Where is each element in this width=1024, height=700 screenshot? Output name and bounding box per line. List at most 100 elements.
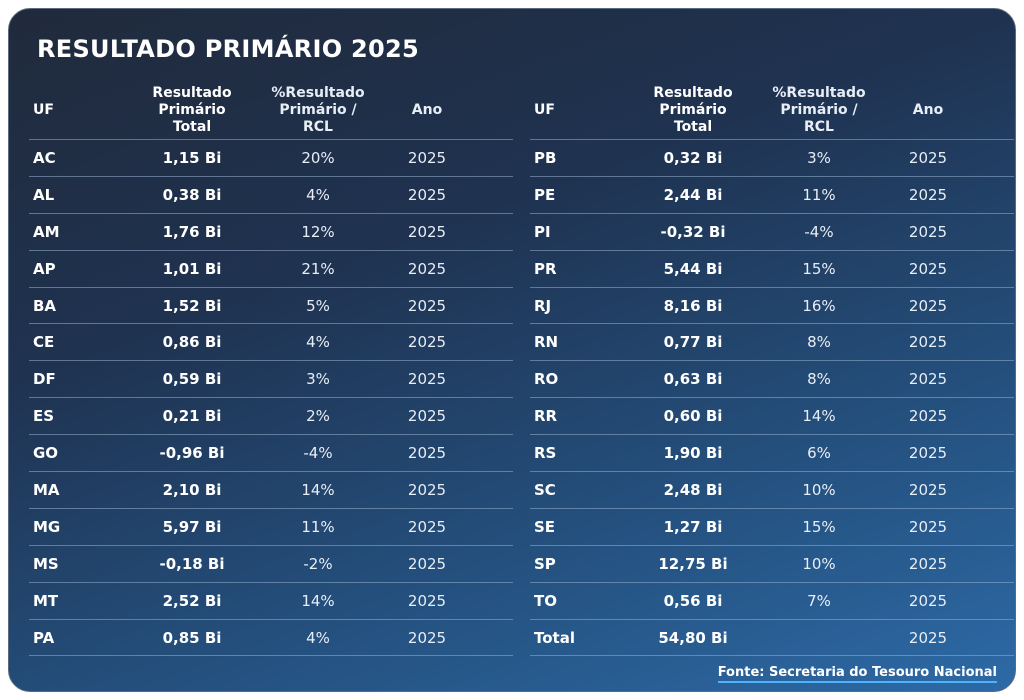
table-row: AL 0,38 Bi 4% 2025	[29, 177, 513, 214]
cell-pct: 20%	[301, 148, 335, 167]
cell-uf: MG	[33, 517, 61, 536]
cell-ano: 2025	[908, 333, 948, 352]
cell-resultado: 0,21 Bi	[162, 407, 222, 426]
header-pct-line3: RCL	[804, 118, 834, 135]
cell-resultado: 2,10 Bi	[162, 480, 222, 499]
cell-resultado: 5,44 Bi	[663, 259, 723, 278]
cell-uf: Total	[534, 628, 575, 647]
cell-pct: -4%	[804, 222, 834, 241]
source-note: Fonte: Secretaria do Tesouro Nacional	[717, 665, 997, 683]
header-pct-line2: Primário /	[279, 101, 357, 118]
cell-pct: 11%	[802, 185, 836, 204]
cell-resultado: 1,15 Bi	[162, 148, 222, 167]
cell-uf: MA	[33, 480, 60, 499]
cell-pct: 4%	[306, 185, 330, 204]
header-resultado-line2: Primário	[158, 101, 226, 118]
cell-uf: MS	[33, 554, 59, 573]
results-card: RESULTADO PRIMÁRIO 2025 UF Resultado Pri…	[8, 8, 1016, 692]
table-row: BA 1,52 Bi 5% 2025	[29, 288, 513, 325]
cell-pct: 15%	[802, 259, 836, 278]
table-row: SP 12,75 Bi 10% 2025	[530, 546, 1014, 583]
table-body: AC 1,15 Bi 20% 2025 AL 0,38 Bi 4% 2025 AM 1,76 Bi…	[29, 140, 513, 657]
cell-resultado: 2,52 Bi	[162, 591, 222, 610]
cell-resultado: 8,16 Bi	[663, 296, 723, 315]
cell-ano: 2025	[407, 148, 447, 167]
cell-resultado: 54,80 Bi	[658, 628, 728, 647]
cell-pct: 10%	[802, 554, 836, 573]
table-row: GO -0,96 Bi -4% 2025	[29, 435, 513, 473]
cell-pct: 15%	[802, 517, 836, 536]
cell-ano: 2025	[407, 222, 447, 241]
cell-uf: PI	[534, 222, 551, 241]
cell-pct: 11%	[301, 517, 335, 536]
table-row: PB 0,32 Bi 3% 2025	[530, 140, 1014, 177]
cell-ano: 2025	[908, 591, 948, 610]
cell-uf: PE	[534, 185, 556, 204]
cell-uf: TO	[534, 591, 557, 610]
cell-resultado: -0,32 Bi	[660, 222, 726, 241]
header-pct-line2: Primário /	[780, 101, 858, 118]
page-title: RESULTADO PRIMÁRIO 2025	[37, 35, 420, 63]
cell-pct: 5%	[306, 296, 330, 315]
cell-ano: 2025	[407, 370, 447, 389]
cell-uf: AM	[33, 222, 60, 241]
cell-uf: RR	[534, 407, 558, 426]
cell-resultado: 1,27 Bi	[663, 517, 723, 536]
cell-resultado: 0,32 Bi	[663, 148, 723, 167]
cell-uf: SP	[534, 554, 556, 573]
cell-ano: 2025	[908, 628, 948, 647]
cell-ano: 2025	[908, 296, 948, 315]
table-row: ES 0,21 Bi 2% 2025	[29, 398, 513, 436]
table-row: RN 0,77 Bi 8% 2025	[530, 324, 1014, 362]
table-row: Total 54,80 Bi 2025	[530, 620, 1014, 657]
cell-pct: -2%	[303, 554, 333, 573]
header-resultado-line1: Resultado	[152, 84, 232, 101]
table-row: AM 1,76 Bi 12% 2025	[29, 214, 513, 251]
table-row: PI -0,32 Bi -4% 2025	[530, 214, 1014, 251]
table-row: DF 0,59 Bi 3% 2025	[29, 361, 513, 399]
cell-ano: 2025	[407, 407, 447, 426]
table-right: UF Resultado Primário Total %Resultado P…	[530, 81, 1014, 657]
cell-ano: 2025	[908, 185, 948, 204]
cell-ano: 2025	[407, 554, 447, 573]
cell-ano: 2025	[908, 480, 948, 499]
cell-resultado: 12,75 Bi	[658, 554, 728, 573]
table-header: UF Resultado Primário Total %Resultado P…	[29, 81, 513, 140]
cell-pct: 2%	[306, 407, 330, 426]
table-row: RJ 8,16 Bi 16% 2025	[530, 288, 1014, 325]
header-ano: Ano	[912, 101, 944, 118]
cell-pct: 8%	[807, 370, 831, 389]
cell-ano: 2025	[407, 185, 447, 204]
cell-uf: SE	[534, 517, 556, 536]
cell-uf: PB	[534, 148, 557, 167]
cell-uf: AC	[33, 148, 56, 167]
cell-resultado: 1,76 Bi	[162, 222, 222, 241]
cell-ano: 2025	[908, 148, 948, 167]
cell-pct: -4%	[303, 444, 333, 463]
cell-resultado: 0,86 Bi	[162, 333, 222, 352]
table-row: AC 1,15 Bi 20% 2025	[29, 140, 513, 177]
cell-ano: 2025	[908, 407, 948, 426]
header-resultado-line3: Total	[673, 118, 713, 135]
header-resultado: Resultado Primário Total	[137, 85, 247, 136]
table-row: SE 1,27 Bi 15% 2025	[530, 509, 1014, 546]
table-row: CE 0,86 Bi 4% 2025	[29, 324, 513, 362]
table-row: RR 0,60 Bi 14% 2025	[530, 398, 1014, 436]
table-body: PB 0,32 Bi 3% 2025 PE 2,44 Bi 11% 2025 PI -0,32 B…	[530, 140, 1014, 657]
table-row: MS -0,18 Bi -2% 2025	[29, 546, 513, 583]
cell-pct: 12%	[301, 222, 335, 241]
table-row: PA 0,85 Bi 4% 2025	[29, 620, 513, 657]
cell-resultado: 0,77 Bi	[663, 333, 723, 352]
table-row: MA 2,10 Bi 14% 2025	[29, 472, 513, 509]
cell-resultado: 0,59 Bi	[162, 370, 222, 389]
cell-ano: 2025	[407, 444, 447, 463]
header-resultado-line2: Primário	[659, 101, 727, 118]
cell-ano: 2025	[908, 444, 948, 463]
header-resultado: Resultado Primário Total	[638, 85, 748, 136]
cell-ano: 2025	[407, 259, 447, 278]
header-pct-line1: %Resultado	[772, 84, 866, 101]
table-row: TO 0,56 Bi 7% 2025	[530, 583, 1014, 620]
cell-ano: 2025	[407, 296, 447, 315]
table-row: AP 1,01 Bi 21% 2025	[29, 251, 513, 288]
header-pct-line3: RCL	[303, 118, 333, 135]
